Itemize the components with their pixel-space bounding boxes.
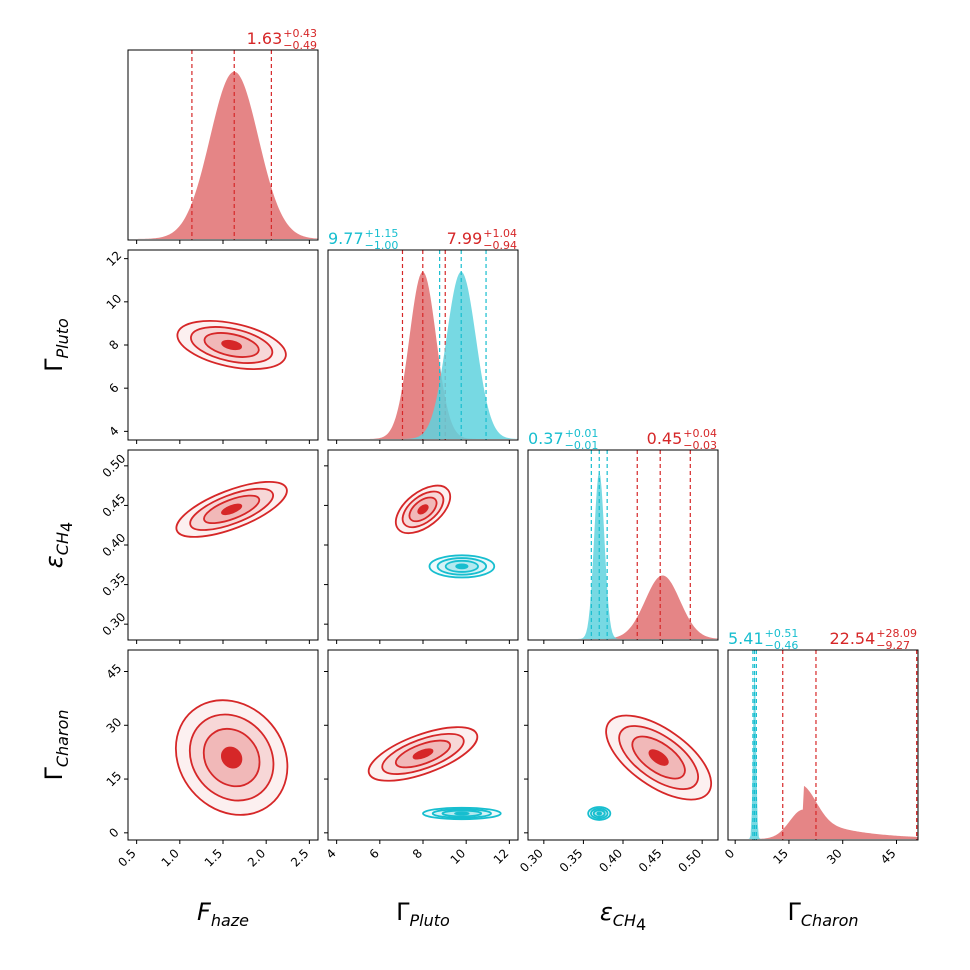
histogram-F_haze-red — [128, 71, 318, 239]
panel-frame — [327, 449, 519, 641]
quantile-title-red: 1.63+0.43 −0.49 — [247, 27, 317, 52]
y-axis-label-eps_CH4: εCH4 — [40, 522, 76, 568]
contour-cyan-level-3 — [455, 563, 469, 570]
contour-red-level-3 — [221, 339, 243, 351]
quantile-title-cyan: 9.77+1.15 −1.00 — [328, 227, 398, 252]
x-tick-label: 12 — [491, 846, 512, 867]
x-axis-label-eps_CH4: εCH4 — [600, 898, 646, 934]
x-tick-label: 0.30 — [517, 846, 546, 875]
svg-text:ΓPluto: ΓPluto — [40, 318, 72, 372]
x-tick-label: 4 — [323, 846, 338, 861]
contour-red-level-3 — [221, 503, 243, 516]
quantile-title-red: 7.99+1.04 −0.94 — [447, 227, 517, 252]
svg-text:Fhaze: Fhaze — [197, 898, 249, 930]
x-tick-label: 0.50 — [675, 846, 704, 875]
x-tick-label: 0.5 — [115, 846, 138, 869]
quantile-minus: −0.49 — [283, 39, 317, 52]
x-tick-label: 2.5 — [288, 846, 311, 869]
panel-r3-c3: 22.54+28.09 −9.27 5.41+0.51 −0.46 0 15 30 45 — [722, 627, 919, 867]
svg-text:ΓCharon: ΓCharon — [40, 710, 72, 781]
histogram-eps_CH4-red — [528, 575, 718, 639]
quantile-value: 1.63 — [247, 29, 283, 48]
x-tick-label: 0 — [722, 846, 737, 861]
quantile-plus: +0.51 — [765, 627, 799, 640]
quantile-plus: +0.01 — [565, 427, 599, 440]
svg-text:ΓCharon: ΓCharon — [788, 898, 859, 930]
svg-text:ΓPluto: ΓPluto — [396, 898, 450, 930]
svg-text:εCH4: εCH4 — [40, 522, 76, 568]
x-tick-label: 10 — [448, 846, 469, 867]
x-tick-label: 8 — [410, 846, 425, 861]
quantile-minus: −0.94 — [483, 239, 517, 252]
contour-red-level-3 — [648, 749, 669, 766]
y-tick-label: 4 — [106, 424, 121, 439]
y-tick-label: 10 — [104, 291, 125, 312]
quantile-plus: +1.15 — [365, 227, 399, 240]
quantile-plus: +0.43 — [283, 27, 317, 40]
contour-cyan-level-3 — [596, 811, 603, 816]
contour-red-level-3 — [220, 746, 243, 769]
panel-r2-c0: 0.300.350.400.450.50 — [100, 449, 319, 644]
quantile-value: 9.77 — [328, 229, 364, 248]
contour-cyan-level-3 — [454, 811, 470, 816]
x-axis-label-Gamma_Pluto: ΓPluto — [396, 898, 450, 930]
x-axis-label-Gamma_Charon: ΓCharon — [788, 898, 859, 930]
histogram-Gamma_Pluto-cyan — [328, 271, 518, 439]
panel-r1-c1: 7.99+1.04 −0.94 9.77+1.15 −1.00 — [327, 227, 519, 444]
panel-r2-c2: 0.45+0.04 −0.03 0.37+0.01 −0.01 — [527, 427, 719, 644]
panel-frame — [727, 649, 919, 841]
x-axis-label-F_haze: Fhaze — [197, 898, 249, 930]
contour-red-level-3 — [417, 504, 429, 515]
quantile-plus: +0.04 — [683, 427, 717, 440]
panel-r3-c0: 0.5 1.0 1.5 2.0 2.5 0 15 30 45 — [104, 649, 319, 870]
y-axis-label-Gamma_Charon: ΓCharon — [40, 710, 72, 781]
quantile-title-cyan: 5.41+0.51 −0.46 — [728, 627, 798, 652]
quantile-plus: +28.09 — [876, 627, 917, 640]
quantile-minus: −0.46 — [765, 639, 799, 652]
histogram-Gamma_Charon-red — [728, 785, 918, 839]
panel-r3-c1: 4 6 8 10 12 — [323, 649, 519, 867]
histogram-eps_CH4-cyan — [528, 471, 718, 639]
panel-r0-c0: 1.63+0.43 −0.49 — [127, 27, 319, 244]
x-tick-label: 6 — [367, 846, 382, 861]
y-tick-label: 8 — [106, 337, 121, 352]
quantile-title-red: 0.45+0.04 −0.03 — [647, 427, 717, 452]
x-tick-label: 1.5 — [202, 846, 225, 869]
quantile-value: 0.45 — [647, 429, 683, 448]
y-tick-label: 30 — [104, 715, 125, 736]
x-tick-label: 0.35 — [557, 846, 586, 875]
contour-red-level-3 — [412, 748, 434, 760]
y-tick-label: 15 — [104, 769, 125, 790]
y-tick-label: 6 — [106, 381, 121, 396]
quantile-value: 22.54 — [829, 629, 875, 648]
quantile-minus: −0.03 — [683, 439, 717, 452]
x-tick-label: 1.0 — [159, 846, 182, 869]
panel-frame — [527, 449, 719, 641]
y-tick-label: 45 — [104, 661, 125, 682]
panel-r2-c1 — [324, 449, 519, 644]
y-tick-label: 0 — [106, 825, 121, 840]
y-tick-label: 12 — [104, 248, 125, 269]
y-axis-label-Gamma_Pluto: ΓPluto — [40, 318, 72, 372]
x-tick-label: 45 — [878, 846, 899, 867]
panel-r1-c0: 4 6 8 10 12 — [104, 248, 319, 444]
x-tick-label: 30 — [824, 846, 845, 867]
quantile-value: 0.37 — [528, 429, 564, 448]
quantile-title-cyan: 0.37+0.01 −0.01 — [528, 427, 598, 452]
panel-r3-c2: 0.30 0.35 0.40 0.45 0.50 — [517, 649, 719, 875]
x-tick-label: 0.40 — [596, 846, 625, 875]
x-tick-label: 0.45 — [636, 846, 665, 875]
x-tick-label: 2.0 — [245, 846, 268, 869]
quantile-value: 7.99 — [447, 229, 483, 248]
quantile-value: 5.41 — [728, 629, 764, 648]
quantile-minus: −0.01 — [565, 439, 599, 452]
quantile-plus: +1.04 — [483, 227, 517, 240]
quantile-minus: −9.27 — [876, 639, 910, 652]
quantile-title-red: 22.54+28.09 −9.27 — [829, 627, 917, 652]
svg-text:εCH4: εCH4 — [600, 898, 646, 934]
quantile-minus: −1.00 — [365, 239, 399, 252]
panel-frame — [127, 449, 319, 641]
x-tick-label: 15 — [770, 846, 791, 867]
